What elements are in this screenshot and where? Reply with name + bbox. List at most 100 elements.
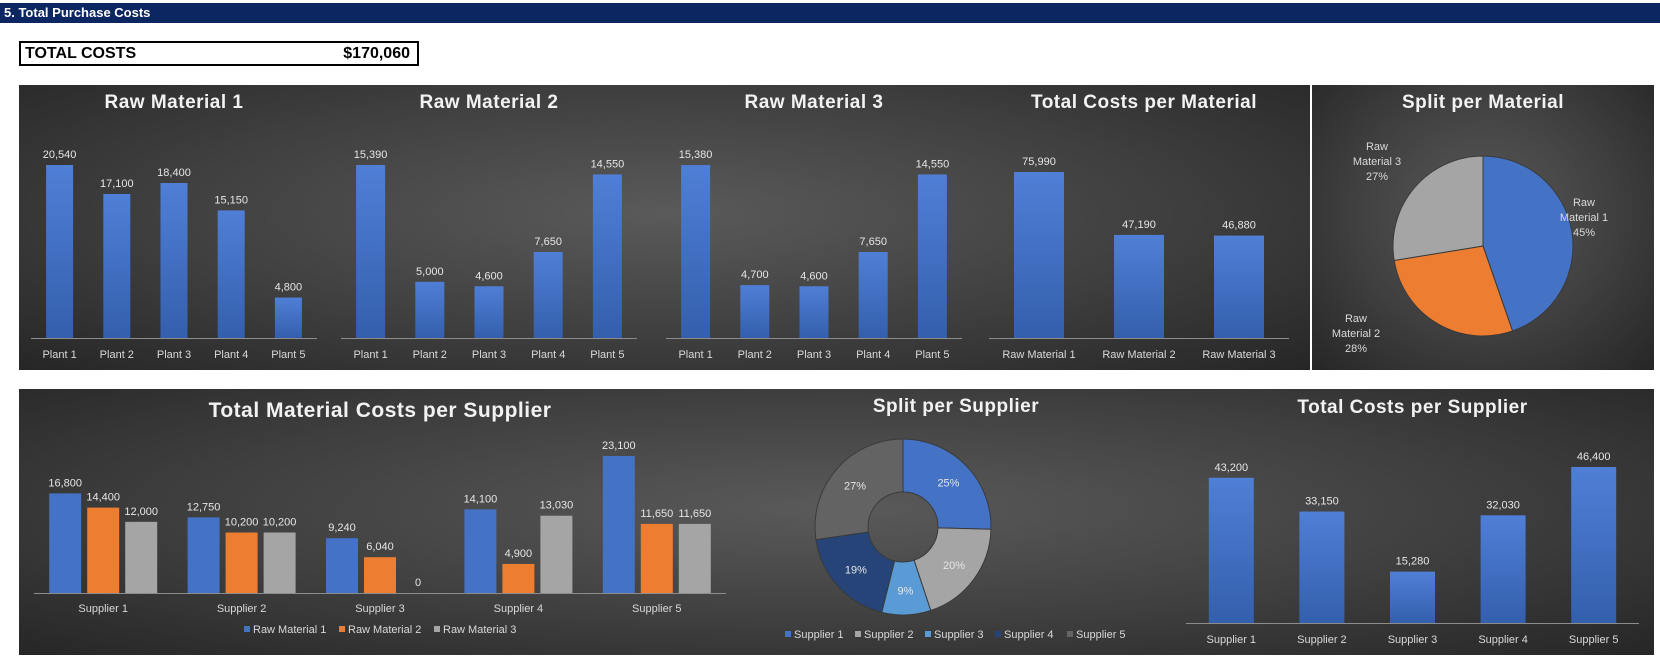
bar	[640, 523, 673, 593]
category-label: Raw Material 2	[1102, 349, 1175, 361]
chart-raw-material-3: Raw Material 3 15,380 Plant 1 4,700 Plant 2 4…	[654, 85, 974, 370]
chart-svg: 25% 20% 9% 19% 27% Supplier 1 Supplier 2 Suppli…	[785, 438, 1126, 641]
category-label: Plant 4	[856, 349, 890, 361]
data-label: 6,040	[366, 541, 394, 553]
category-label: Raw Material 3	[1202, 349, 1275, 361]
slice-label: 45%	[1573, 227, 1595, 239]
chart-svg: 75,990 Raw Material 1 47,190 Raw Material 2…	[989, 156, 1289, 361]
slice-label: 27%	[1366, 171, 1388, 183]
donut-slice	[815, 531, 896, 613]
donut-slice	[814, 438, 904, 541]
bar	[474, 286, 504, 338]
category-label: Plant 5	[271, 349, 305, 361]
data-label: 7,650	[534, 236, 562, 248]
bar	[217, 210, 245, 338]
legend-label: Raw Material 3	[443, 624, 516, 636]
data-label: 33,150	[1305, 496, 1339, 508]
data-label: 0	[415, 577, 421, 589]
data-label: 10,200	[225, 517, 259, 529]
category-label: Plant 1	[353, 349, 387, 361]
donut-slice	[902, 438, 992, 530]
chart-title: Raw Material 2	[419, 92, 559, 113]
bar	[225, 532, 258, 593]
data-label: 4,700	[741, 269, 769, 281]
data-label: 4,800	[275, 282, 303, 294]
category-label: Plant 3	[797, 349, 831, 361]
bar	[49, 493, 82, 593]
legend-label: Supplier 3	[934, 629, 984, 641]
category-label: Supplier 5	[632, 603, 682, 615]
legend-swatch	[995, 631, 1001, 637]
category-label: Plant 5	[590, 349, 624, 361]
bar	[799, 286, 829, 338]
data-label: 13,030	[540, 500, 574, 512]
category-label: Plant 2	[413, 349, 447, 361]
category-label: Supplier 5	[1569, 634, 1619, 646]
slice-label: Raw	[1366, 141, 1388, 153]
chart-title: Split per Supplier	[872, 396, 1040, 417]
legend-label: Raw Material 1	[253, 624, 326, 636]
bar	[46, 165, 74, 338]
chart-title: Total Material Costs per Supplier	[208, 399, 552, 422]
bar	[1480, 515, 1526, 623]
data-label: 17,100	[100, 178, 134, 190]
bar	[740, 285, 770, 338]
chart-svg: 20,540 Plant 1 17,100 Plant 2 18,400 Plant 3 1…	[31, 149, 317, 361]
slice-label: Raw	[1345, 313, 1367, 325]
bar	[1208, 477, 1254, 623]
data-label: 4,600	[475, 270, 503, 282]
bar	[356, 165, 386, 338]
chart-svg: 15,380 Plant 1 4,700 Plant 2 4,600 Plant 3 7,6…	[666, 149, 962, 361]
bar	[274, 297, 302, 338]
data-label: 4,600	[800, 270, 828, 282]
data-label: 14,550	[591, 158, 625, 170]
chart-total-costs-per-material: Total Costs per Material 75,990 Raw Materi…	[979, 85, 1309, 370]
category-label: Supplier 4	[494, 603, 544, 615]
data-label: 46,880	[1222, 220, 1256, 232]
slice-label: 28%	[1345, 343, 1367, 355]
category-label: Supplier 1	[78, 603, 128, 615]
total-costs-label: TOTAL COSTS	[25, 45, 137, 62]
bar	[540, 515, 573, 593]
legend-swatch	[855, 631, 861, 637]
chart-svg: 43,200 Supplier 1 33,150 Supplier 2 15,280 Su…	[1186, 451, 1639, 646]
data-label: 10,200	[263, 517, 297, 529]
bar	[681, 165, 711, 338]
data-label: 16,800	[48, 477, 82, 489]
data-label: 11,650	[640, 508, 673, 520]
category-label: Supplier 1	[1207, 634, 1257, 646]
data-label: 32,030	[1486, 499, 1520, 511]
data-label: 75,990	[1022, 156, 1056, 168]
slice-label: 27%	[844, 480, 866, 492]
data-label: 15,280	[1396, 556, 1430, 568]
pie-slice	[1482, 155, 1574, 332]
chart-split-per-supplier: Split per Supplier 25% 20% 9% 19% 27% Supplier…	[741, 389, 1171, 655]
bar	[1571, 467, 1617, 623]
bar	[1390, 571, 1435, 623]
legend-swatch	[1067, 631, 1073, 637]
bar	[592, 174, 622, 338]
chart-title: Total Costs per Supplier	[1297, 397, 1528, 418]
bar	[125, 521, 158, 593]
chart-title: Raw Material 1	[104, 92, 244, 113]
pie-slice	[1392, 155, 1484, 262]
slice-label: 9%	[897, 585, 913, 597]
bar	[87, 507, 120, 593]
category-label: Plant 3	[157, 349, 191, 361]
data-label: 7,650	[859, 236, 887, 248]
bar	[602, 456, 635, 593]
chart-svg: 15,390 Plant 1 5,000 Plant 2 4,600 Plant 3 7,6…	[341, 149, 637, 361]
legend-swatch	[785, 631, 791, 637]
data-label: 15,390	[354, 149, 388, 161]
data-label: 23,100	[602, 440, 636, 452]
chart-total-costs-per-supplier: Total Costs per Supplier 43,200 Supplier 1…	[1171, 389, 1654, 655]
slice-label: Material 3	[1353, 156, 1401, 168]
total-costs-value: $170,060	[343, 45, 410, 62]
bar	[364, 557, 396, 593]
bar	[502, 563, 535, 593]
data-label: 14,550	[916, 158, 950, 170]
bar	[160, 183, 188, 338]
slice-label: 20%	[943, 560, 965, 572]
slice-label: Material 1	[1560, 212, 1608, 224]
bar	[326, 538, 358, 593]
